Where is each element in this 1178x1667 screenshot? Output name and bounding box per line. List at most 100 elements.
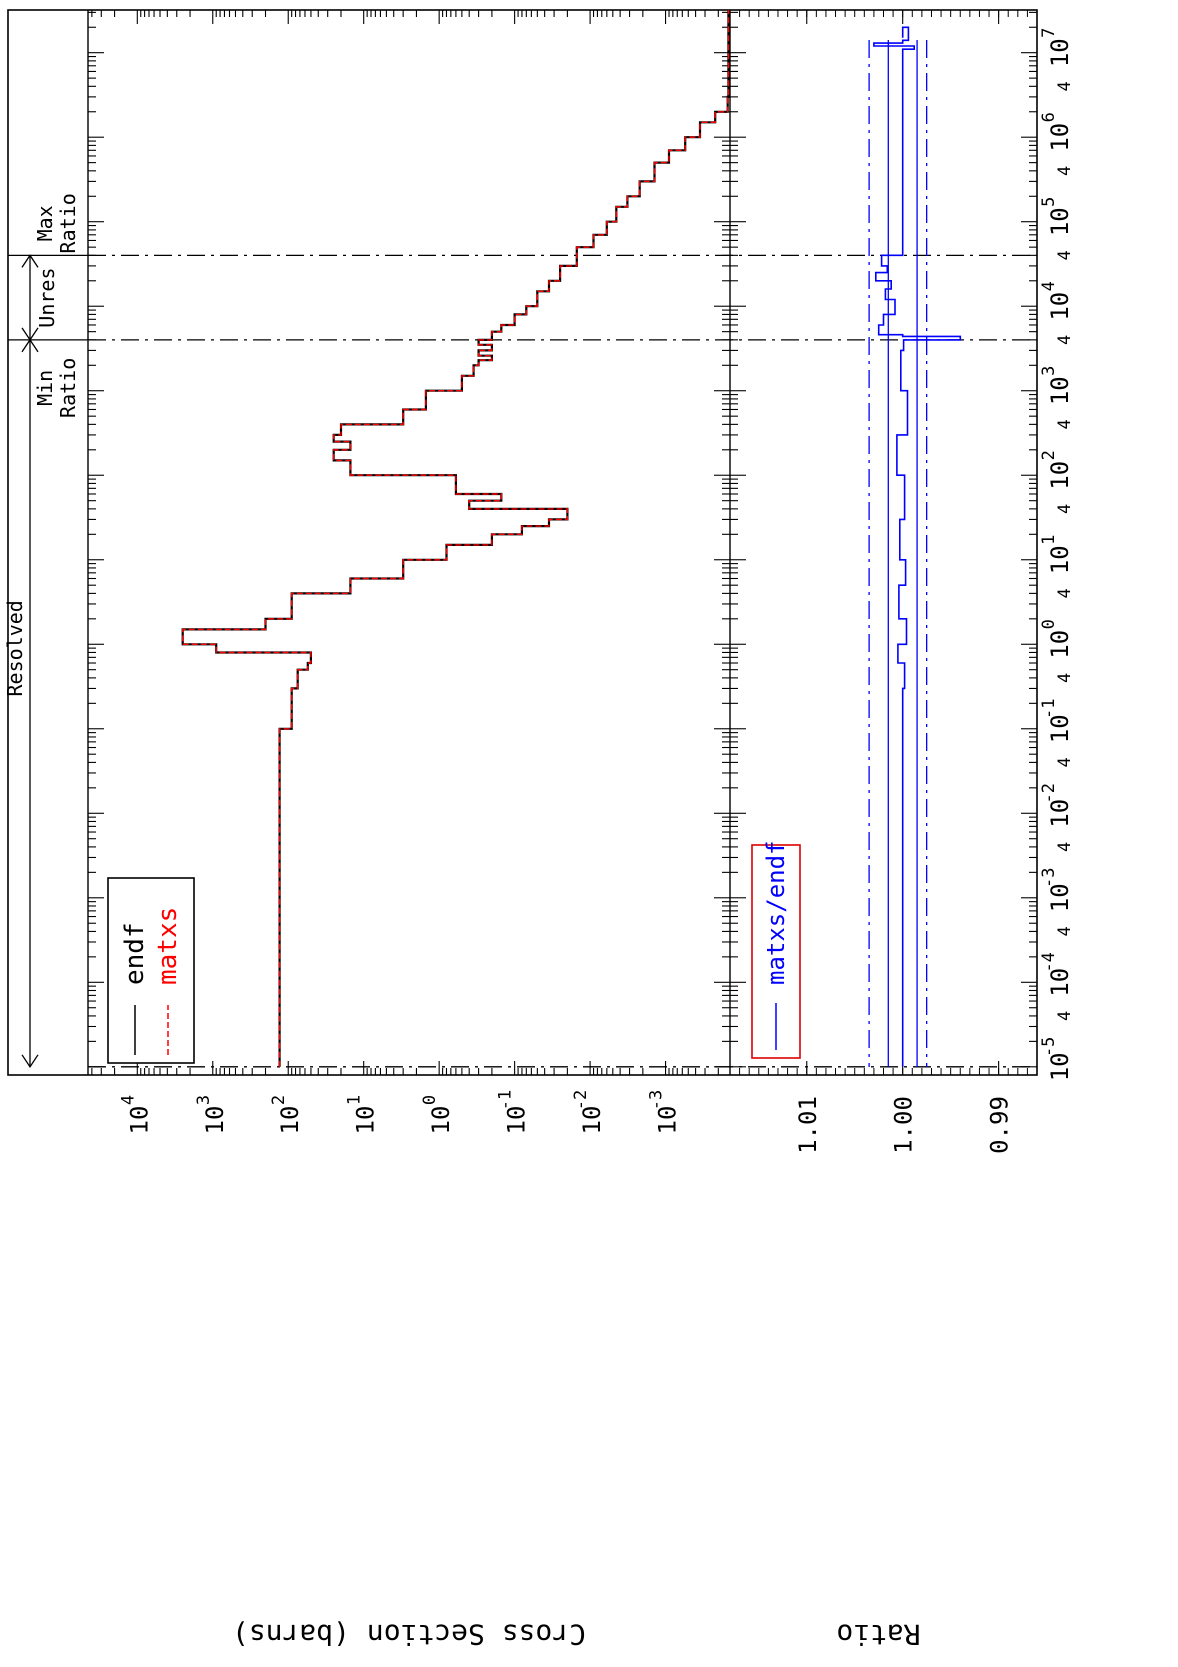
energy-tick-label-exponent: -1 — [1039, 699, 1059, 719]
energy-tick-label-four: 4 — [1055, 1011, 1075, 1021]
energy-tick-label-base: 10 — [1046, 883, 1074, 912]
annotation-min-label-2: Ratio — [56, 358, 80, 418]
energy-tick-label: 10-1 — [1039, 699, 1074, 744]
ratio-axis-title: Ratio — [836, 1618, 920, 1651]
cs-tick-label-base: 10 — [503, 1106, 531, 1135]
energy-tick-label-base: 10 — [1046, 630, 1074, 659]
cs-tick-label: 104 — [118, 1095, 153, 1135]
energy-tick-label-exponent: -3 — [1039, 868, 1059, 888]
energy-tick-label-four: 4 — [1055, 588, 1075, 598]
energy-tick-label: 100 — [1039, 619, 1074, 659]
energy-tick-label-four: 4 — [1055, 250, 1075, 260]
series-ratio-matxs-endf — [873, 26, 962, 1067]
cs-axis-title-text: Cross Section (barns) — [232, 1618, 586, 1651]
energy-tick-label-base: 10 — [1046, 714, 1074, 743]
energy-tick-label: 4 — [1055, 250, 1075, 260]
energy-tick-label-base: 10 — [1046, 123, 1074, 152]
annotation-resolved: Resolved — [3, 600, 27, 696]
legend-label-text-matxs: matxs — [153, 907, 183, 985]
energy-tick-label-base: 10 — [1046, 799, 1074, 828]
energy-tick-label-four: 4 — [1055, 757, 1075, 767]
energy-tick-label-four: 4 — [1055, 504, 1075, 514]
energy-tick-label: 4 — [1055, 926, 1075, 936]
energy-tick-label: 101 — [1039, 535, 1074, 575]
energy-tick-label-base: 10 — [1046, 207, 1074, 236]
cs-tick-label: 101 — [345, 1095, 380, 1135]
series-layer — [181, 10, 962, 1067]
energy-tick-label-exponent: 3 — [1039, 366, 1059, 376]
legend-label-ratio: matxs/endf — [762, 841, 790, 986]
ratio-tick-label: 1.00 — [890, 1096, 918, 1154]
energy-tick-label: 10-4 — [1039, 952, 1074, 997]
ratio-tick-label-text: 1.00 — [890, 1096, 918, 1154]
annotation-max-label-1: Max — [33, 205, 57, 241]
energy-tick-label-exponent: -2 — [1039, 783, 1059, 803]
energy-tick-label-base: 10 — [1046, 1052, 1074, 1081]
energy-tick-label: 4 — [1055, 166, 1075, 176]
ratio-tick-label: 1.01 — [794, 1096, 822, 1154]
energy-tick-label-base: 10 — [1046, 292, 1074, 321]
energy-tick-label: 10-3 — [1039, 868, 1074, 913]
cs-tick-label: 10-1 — [496, 1090, 531, 1135]
legend-label-endf: endf — [120, 922, 150, 985]
ratio-tick-label-text: 1.01 — [794, 1096, 822, 1154]
cs-tick-label-base: 10 — [276, 1106, 304, 1135]
energy-tick-label-exponent: 1 — [1039, 535, 1059, 545]
cs-legend-box — [107, 877, 195, 1064]
annotation-max-label-1-text: Max — [33, 205, 57, 241]
energy-tick-label-exponent: -5 — [1039, 1037, 1059, 1057]
energy-tick-label: 4 — [1055, 504, 1075, 514]
annotation-max-label-2-text: Ratio — [56, 193, 80, 253]
series-endf — [181, 10, 730, 1067]
cs-tick-label-exponent: 1 — [345, 1095, 365, 1105]
cs-tick-label-base: 10 — [352, 1106, 380, 1135]
energy-tick-label: 4 — [1055, 673, 1075, 683]
energy-tick-label: 4 — [1055, 588, 1075, 598]
energy-tick-label: 106 — [1039, 112, 1074, 152]
annotation-min-label-1-text: Min — [33, 370, 57, 406]
energy-tick-label: 4 — [1055, 335, 1075, 345]
energy-tick-label: 103 — [1039, 366, 1074, 406]
energy-tick-label: 4 — [1055, 81, 1075, 91]
energy-tick-label-exponent: 2 — [1039, 450, 1059, 460]
energy-tick-label: 104 — [1039, 281, 1074, 321]
annotation-unres-text: Unres — [35, 267, 59, 327]
legend-label-text-ratio: matxs/endf — [762, 841, 790, 986]
resolved-arrow-head — [21, 1054, 39, 1068]
annotation-min-label-1: Min — [33, 370, 57, 406]
energy-tick-label-base: 10 — [1046, 968, 1074, 997]
energy-tick-label-base: 10 — [1046, 461, 1074, 490]
annotation-max-label-2: Ratio — [56, 193, 80, 253]
energy-tick-label-base: 10 — [1046, 38, 1074, 67]
legend-label-text-endf: endf — [120, 922, 150, 985]
energy-tick-label-exponent: 7 — [1039, 28, 1059, 38]
series-matxs — [182, 10, 730, 1067]
annotation-resolved-text: Resolved — [3, 600, 27, 696]
energy-tick-label-exponent: 6 — [1039, 112, 1059, 122]
cs-tick-label: 100 — [420, 1095, 455, 1135]
energy-tick-label-four: 4 — [1055, 335, 1075, 345]
reference-lines-layer — [88, 40, 1037, 1068]
energy-tick-label-exponent: 0 — [1039, 619, 1059, 629]
energy-tick-label-exponent: 5 — [1039, 197, 1059, 207]
cs-tick-label: 10-2 — [571, 1090, 606, 1135]
energy-tick-label: 4 — [1055, 1011, 1075, 1021]
energy-tick-label-four: 4 — [1055, 842, 1075, 852]
cs-tick-label: 103 — [194, 1095, 229, 1135]
energy-tick-label: 107 — [1039, 28, 1074, 68]
energy-tick-label-four: 4 — [1055, 81, 1075, 91]
cs-tick-label-exponent: 0 — [420, 1095, 440, 1105]
energy-tick-label: 105 — [1039, 197, 1074, 237]
cs-tick-label: 102 — [269, 1095, 304, 1135]
energy-tick-label-exponent: -4 — [1039, 952, 1059, 972]
ticks-layer — [88, 10, 1037, 1075]
cs-axis-title: Cross Section (barns) — [232, 1618, 586, 1651]
cs-tick-label-base: 10 — [125, 1106, 153, 1135]
energy-tick-label: 4 — [1055, 419, 1075, 429]
labels-layer: 10-510-410-310-210-110010110210310410510… — [118, 28, 1075, 1651]
cs-tick-label-exponent: 4 — [118, 1095, 138, 1105]
ratio-tick-label-text: 0.99 — [986, 1096, 1014, 1154]
cs-tick-label-base: 10 — [578, 1106, 606, 1135]
